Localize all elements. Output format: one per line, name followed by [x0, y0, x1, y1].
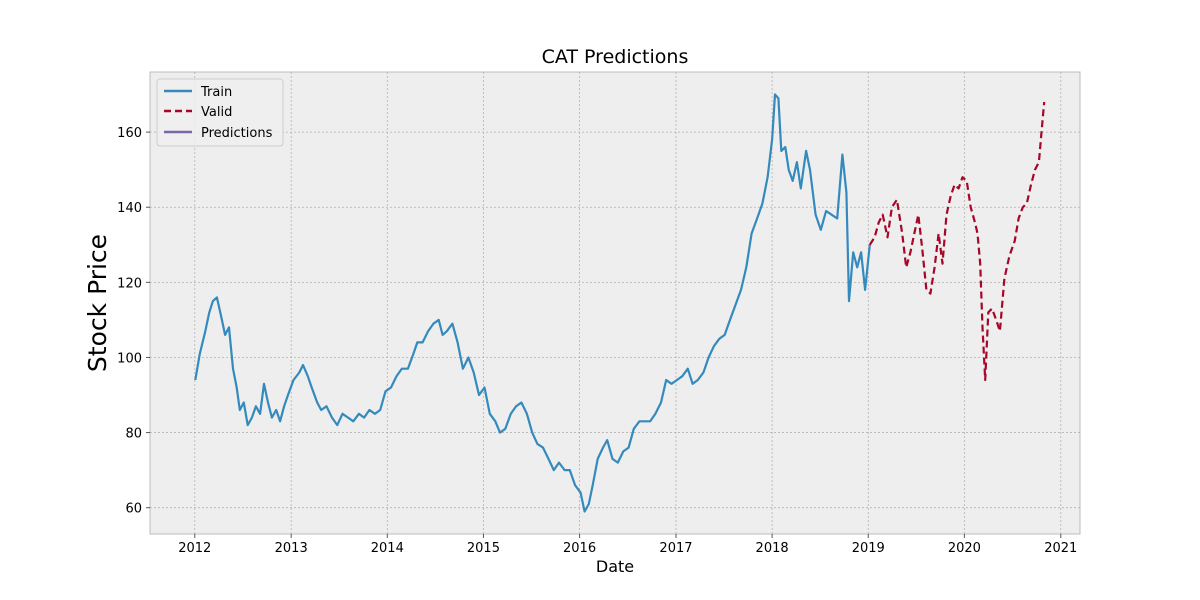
- plot-area: [149, 71, 1081, 535]
- legend-label-valid: Valid: [201, 105, 232, 120]
- legend: Train Valid Predictions: [156, 78, 284, 147]
- grid: [150, 72, 1080, 534]
- legend-box: [156, 78, 284, 147]
- x-tick-label: 2018: [756, 541, 789, 556]
- legend-label-train: Train: [200, 85, 232, 100]
- x-axis-label: Date: [596, 557, 634, 576]
- x-tick-label: 2015: [467, 541, 500, 556]
- y-axis: 60 80 100 120 140 160: [117, 126, 150, 517]
- x-tick-label: 2020: [948, 541, 981, 556]
- x-axis: 2012 2013 2014 2015 2016 2017 2018 2019 2020 2021: [178, 534, 1077, 556]
- series-layer: [194, 93, 1046, 513]
- x-tick-label: 2019: [852, 541, 885, 556]
- y-tick-label: 160: [117, 126, 142, 141]
- x-tick-label: 2013: [275, 541, 308, 556]
- y-tick-label: 100: [117, 351, 142, 366]
- x-tick-label: 2021: [1044, 541, 1077, 556]
- y-tick-label: 60: [125, 502, 142, 517]
- y-tick-label: 80: [125, 427, 142, 442]
- y-tick-label: 120: [117, 276, 142, 291]
- x-tick-label: 2017: [659, 541, 692, 556]
- series-line-valid: [868, 101, 1046, 382]
- y-tick-label: 140: [117, 201, 142, 216]
- x-tick-label: 2012: [178, 541, 211, 556]
- x-tick-label: 2016: [563, 541, 596, 556]
- legend-label-predictions: Predictions: [201, 126, 273, 141]
- series-line-train: [194, 93, 871, 513]
- x-tick-label: 2014: [371, 541, 404, 556]
- y-axis-label: Stock Price: [83, 234, 112, 372]
- chart-title: CAT Predictions: [542, 46, 689, 68]
